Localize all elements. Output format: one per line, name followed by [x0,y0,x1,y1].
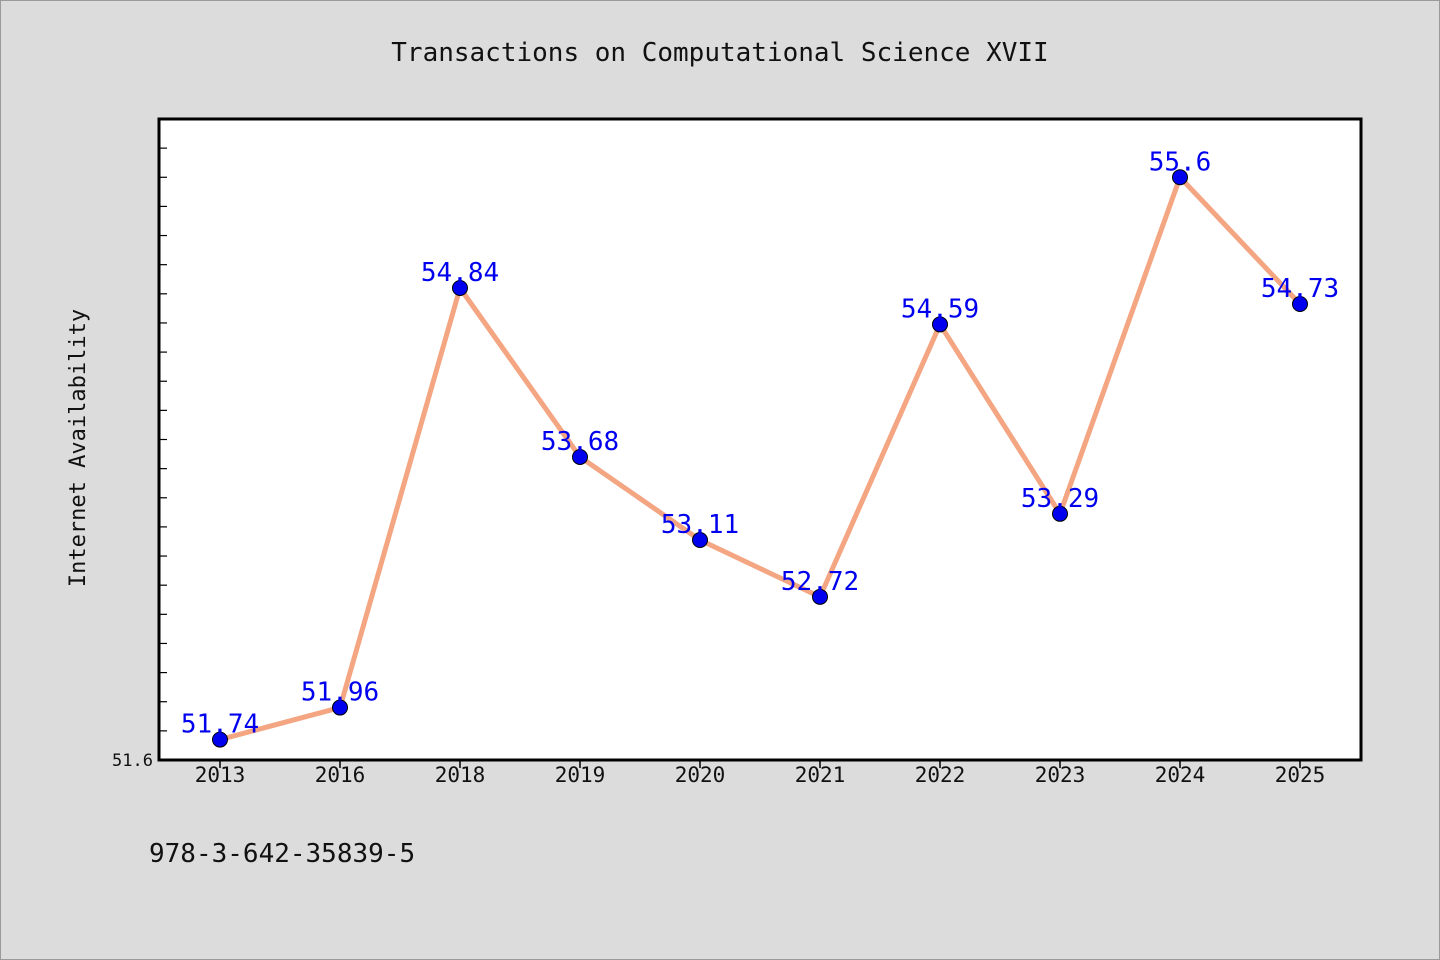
data-point [812,588,828,605]
x-tick-label: 2022 [915,763,966,787]
x-tick-label: 2016 [315,763,366,787]
data-label: 51.96 [301,678,379,708]
data-point [692,532,708,549]
data-labels: 51.74 51.96 54.84 53.68 53.11 52.72 54.59 53.29… [181,147,1339,739]
footer-isbn: 978-3-642-35839-5 [149,839,415,869]
y-axis-label: Internet Availability [66,309,91,587]
data-point [212,731,228,748]
y-tick-label: 51.6 [112,751,153,771]
chart-title: Transactions on Computational Science XV… [391,38,1048,68]
data-label: 52.72 [781,567,859,597]
x-tick-label: 2020 [675,763,726,787]
data-label: 54.73 [1261,274,1339,304]
data-point [332,699,348,716]
data-point [452,279,468,296]
data-label: 55.6 [1149,147,1212,177]
x-tick-label: 2024 [1155,763,1206,787]
x-tick-label: 2021 [795,763,846,787]
series-markers [212,169,1308,748]
data-point [1052,505,1068,522]
data-point [932,316,948,333]
data-point [1172,169,1188,186]
plot-area [159,119,1361,760]
data-label: 51.74 [181,710,259,740]
data-label: 53.68 [541,427,619,457]
x-axis-ticks: 2013 2016 2018 2019 2020 2021 2022 2023 2024 2025 [195,760,1326,787]
data-label: 53.11 [661,510,739,540]
y-axis-tick-labels: 51.6 [112,751,153,771]
series-line [217,174,1303,743]
x-tick-label: 2023 [1035,763,1086,787]
data-point [1292,296,1308,313]
x-tick-label: 2018 [435,763,486,787]
data-label: 53.29 [1021,484,1099,514]
data-label: 54.84 [421,258,499,288]
plot-border [157,117,1363,762]
x-tick-label: 2019 [555,763,606,787]
x-tick-label: 2025 [1275,763,1326,787]
x-tick-label: 2013 [195,763,246,787]
data-label: 54.59 [901,294,979,324]
data-point [572,448,588,465]
